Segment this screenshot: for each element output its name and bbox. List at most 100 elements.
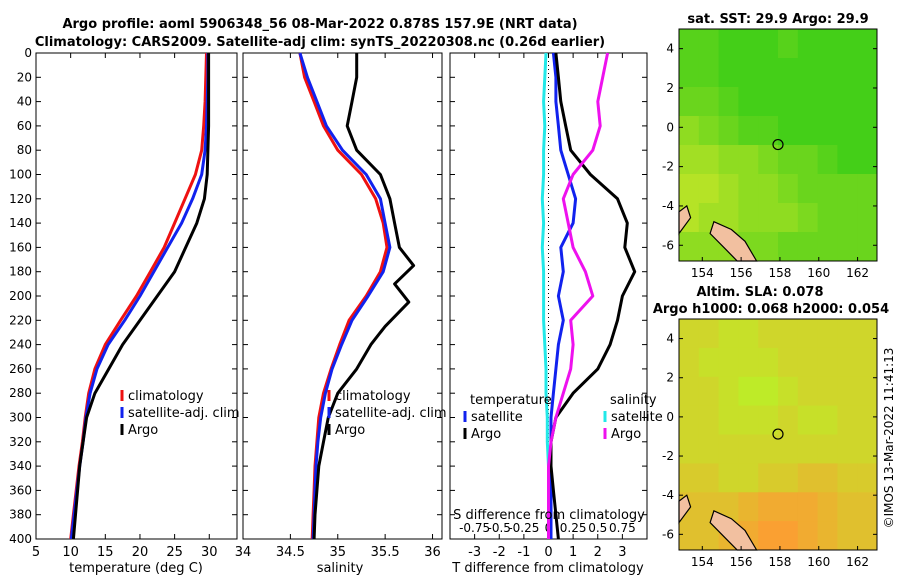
map-cell [738,174,759,204]
map-y-tick-label: -2 [662,160,674,174]
map-cell [679,232,700,262]
map-cell [679,405,700,435]
map-y-tick-label: -2 [662,449,674,463]
map-cell [758,203,779,233]
series-line-argo [312,53,416,540]
map-cell [718,145,739,175]
map-cell [817,203,838,233]
map-cell [837,492,858,522]
map-cell [817,405,838,435]
map-cell [857,376,878,407]
legend-label: Argo [128,423,158,438]
map-cell [738,405,759,435]
map-cell [817,521,838,551]
series-line-satellite-adj-clim [298,52,392,540]
y-tick-label: 20 [17,70,32,84]
map-cell [837,203,858,233]
legend-label: satellite [611,410,663,425]
map-cell [797,174,819,204]
map-cell [797,347,819,378]
map-frame [678,318,878,551]
map-cell [758,29,779,59]
map-cell [797,116,819,146]
map-cell [837,232,858,262]
map-cell [679,145,700,175]
map-cell [837,116,858,146]
map-cell [837,319,858,349]
series-line-s-argo [547,52,610,539]
title-line-1: Argo profile: aoml 5906348_56 08-Mar-202… [62,17,577,32]
legend-label: Argo [335,423,365,438]
legend-title-temperature: temperature [470,393,552,408]
map-cell [718,492,739,522]
x-tick-label: 35.5 [371,545,400,560]
sla-map-title-1: Altim. SLA: 0.078 [697,285,824,300]
map-cell [738,116,759,146]
map-cell [857,405,878,435]
map-cell [797,29,819,59]
y-tick-label: 80 [17,143,32,157]
map-cell [679,319,700,349]
sla-map-panel: 154 156 158 160 162 -6 -4 -2 0 2 4 [662,318,878,569]
map-cell [679,463,700,493]
map-x-tick-label: 154 [691,266,714,280]
map-cell [778,29,799,59]
map-cell [817,174,838,204]
map-cell [837,58,858,88]
series-line-argo [71,53,211,540]
map-cell [758,376,779,407]
map-cell [679,521,700,551]
map-cell [738,492,759,522]
y-tick-label: 140 [9,216,32,230]
map-cell [817,376,838,407]
map-frame [678,28,878,262]
y-tick-label: 240 [9,338,32,352]
map-x-tick-label: 158 [768,555,791,569]
map-cell [817,116,838,146]
map-cell [817,29,838,59]
map-cell [718,29,739,59]
map-cell [758,145,779,175]
map-cell [738,203,759,233]
map-cell [758,492,779,522]
map-cell [797,492,819,522]
map-cell [817,58,838,88]
x-tick-label: 20 [132,545,149,560]
map-cell [718,58,739,88]
map-cell [817,87,838,117]
map-cell [698,521,720,551]
y-tick-label: 340 [9,459,32,473]
map-cell [797,145,819,175]
x-tick-label: 15 [97,545,114,560]
map-cell [857,116,878,146]
float-position-marker [772,138,784,151]
map-cell [778,232,799,262]
map-cell [837,521,858,551]
map-cell [698,463,720,493]
map-cell [778,319,799,349]
x-tick-label: 35 [329,545,346,560]
map-cell [857,29,878,59]
y-tick-label: 320 [9,435,32,449]
map-cell [679,347,700,378]
map-x-tick-label: 160 [807,555,830,569]
map-cell [797,376,819,407]
salinity-xlabel: salinity [317,561,364,576]
map-cell [837,87,858,117]
map-cell [817,492,838,522]
legend-label: satellite [471,410,523,425]
map-x-tick-label: 156 [730,555,753,569]
map-cell [738,434,759,464]
map-y-tick-label: 0 [666,410,674,424]
map-cell [857,347,878,378]
y-tick-label: 280 [9,386,32,400]
map-cell [698,376,720,407]
map-cell [698,232,720,262]
map-cell [679,376,700,407]
temperature-panel: 5 10 15 20 25 3002040608010012014016018020022… [9,46,240,560]
map-x-tick-label: 162 [846,555,869,569]
map-cell [698,87,720,117]
map-cell [738,463,759,493]
map-cell [778,87,799,117]
map-cell [698,145,720,175]
